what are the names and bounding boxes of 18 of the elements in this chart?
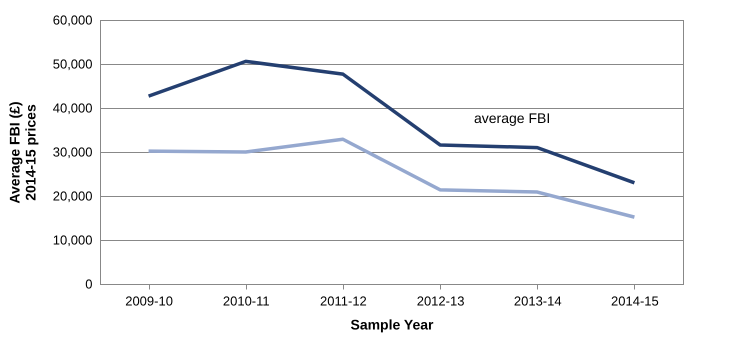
y-tick-label: 0 (85, 276, 92, 292)
y-tick-label: 30,000 (52, 144, 92, 160)
line-series (146, 137, 636, 219)
y-tick-label: 50,000 (52, 56, 92, 72)
line-series (146, 60, 636, 185)
x-tick-label: 2009-10 (125, 294, 173, 308)
y-tick-label: 20,000 (52, 188, 92, 204)
x-tick-label: 2012-13 (416, 294, 464, 308)
x-tick-label: 2011-12 (320, 294, 367, 308)
x-tick-label: 2010-11 (222, 294, 270, 308)
y-tick-label: 40,000 (52, 100, 92, 116)
y-axis-title: Average FBI (£) 2014-15 prices (6, 101, 39, 204)
x-tick-label: 2013-14 (514, 294, 562, 308)
y-tick-label: 60,000 (52, 12, 92, 28)
x-tick-label: 2014-15 (611, 294, 659, 308)
x-axis-title: Sample Year (350, 316, 434, 332)
series-label: average FBI (474, 110, 550, 126)
y-tick-label: 10,000 (52, 232, 92, 248)
